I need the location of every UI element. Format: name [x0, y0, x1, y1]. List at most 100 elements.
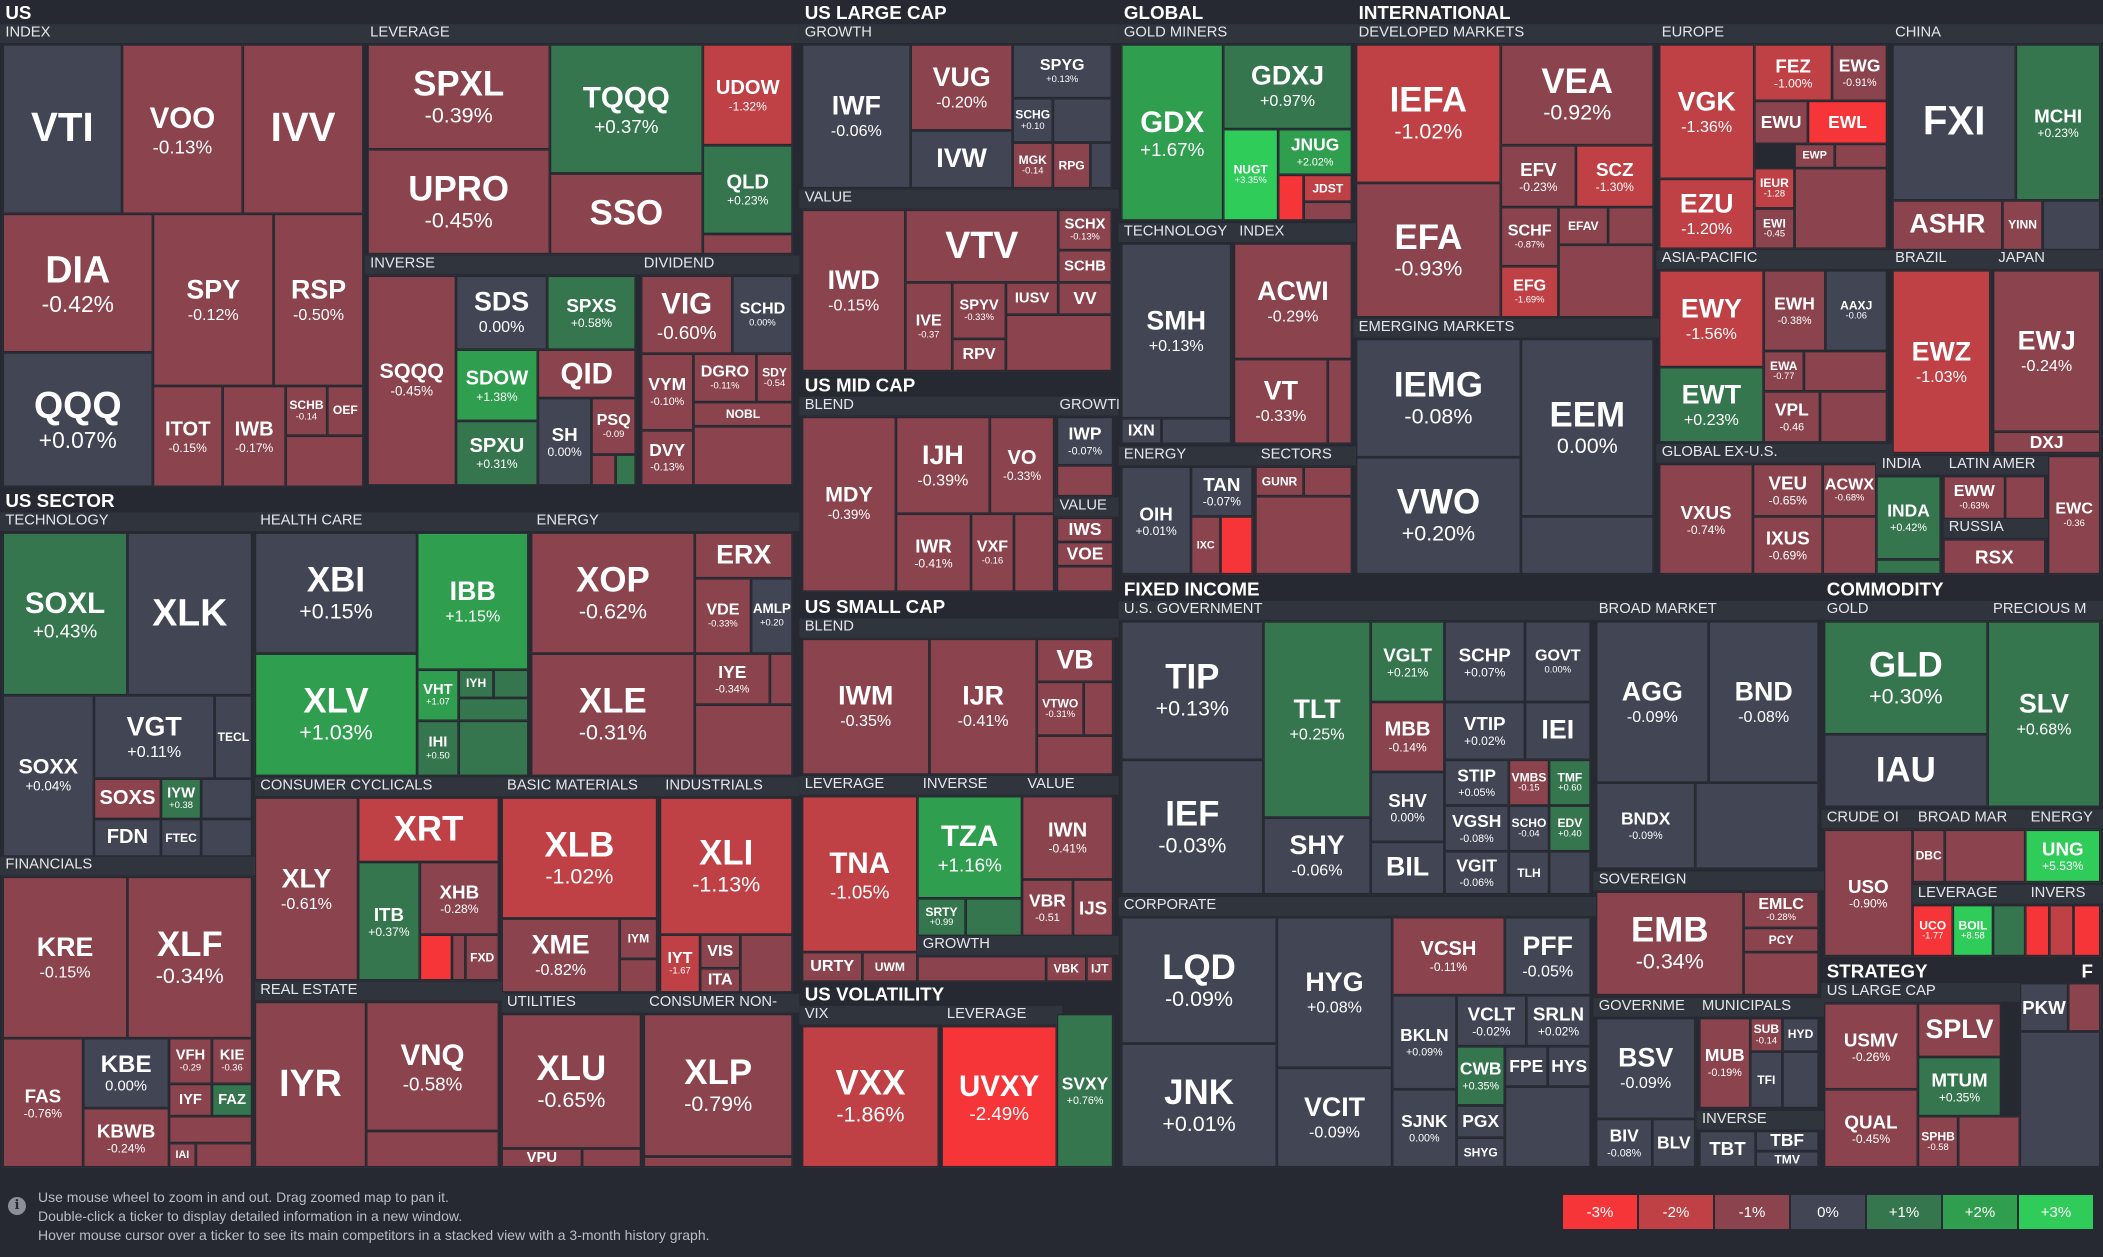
ticker-ita[interactable]: ITA [700, 968, 741, 993]
ticker-pcy[interactable]: PCY [1743, 927, 1819, 953]
ticker-ewz[interactable]: EWZ -1.03% [1892, 270, 1991, 454]
ticker-vgit[interactable]: VGIT -0.06% [1444, 851, 1509, 895]
ticker-schp[interactable]: SCHP +0.07% [1444, 621, 1525, 702]
ticker-fas[interactable]: FAS -0.76% [2, 1038, 84, 1168]
ticker-tile[interactable] [201, 818, 253, 857]
ticker-rpg[interactable]: RPG [1052, 142, 1091, 189]
ticker-efv[interactable]: EFV -0.23% [1500, 145, 1576, 208]
ticker-tile[interactable] [1327, 359, 1352, 444]
ticker-tile[interactable] [1056, 465, 1114, 497]
ticker-uco[interactable]: UCO -1.77 [1912, 905, 1953, 957]
ticker-tile[interactable] [643, 1156, 793, 1168]
ticker-tile[interactable] [1504, 1086, 1591, 1168]
ticker-qual[interactable]: QUAL -0.45% [1824, 1089, 1918, 1168]
ticker-ixc[interactable]: IXC [1190, 516, 1221, 575]
ticker-scho[interactable]: SCHO -0.04 [1508, 805, 1550, 852]
ticker-eem[interactable]: EEM 0.00% [1520, 338, 1654, 517]
ticker-tbf[interactable]: TBF [1755, 1130, 1819, 1152]
ticker-sdow[interactable]: SDOW +1.38% [456, 349, 538, 421]
ticker-gunr[interactable]: GUNR [1255, 466, 1304, 497]
ticker-iefa[interactable]: IEFA -1.02% [1355, 44, 1501, 183]
ticker-bil[interactable]: BIL [1370, 841, 1445, 895]
ticker-gdxj[interactable]: GDXJ +0.97% [1223, 44, 1352, 130]
ticker-vti[interactable]: VTI [2, 44, 123, 214]
ticker-xlk[interactable]: XLK [127, 532, 253, 696]
ticker-xlb[interactable]: XLB -1.02% [501, 797, 658, 919]
ticker-vfh[interactable]: VFH -0.29 [168, 1038, 212, 1084]
ticker-mtum[interactable]: MTUM +0.35% [1917, 1057, 2002, 1117]
ticker-soxl[interactable]: SOXL +0.43% [2, 532, 128, 696]
ticker-tile[interactable] [694, 704, 793, 776]
ticker-mchi[interactable]: MCHI +0.23% [2015, 44, 2101, 201]
ticker-bsv[interactable]: BSV -0.09% [1596, 1018, 1696, 1119]
ticker-vb[interactable]: VB [1036, 638, 1114, 682]
ticker-vde[interactable]: VDE -0.33% [694, 578, 752, 654]
ticker-vig[interactable]: VIG -0.60% [641, 275, 733, 354]
ticker-inda[interactable]: INDA +0.42% [1876, 476, 1941, 560]
ticker-erx[interactable]: ERX [694, 532, 793, 579]
ticker-ijr[interactable]: IJR -0.41% [929, 638, 1037, 775]
ticker-tan[interactable]: TAN -0.07% [1190, 466, 1253, 517]
ticker-tile[interactable] [769, 653, 793, 705]
ticker-bnd[interactable]: BND -0.08% [1708, 621, 1819, 783]
ticker-fpe[interactable]: FPE [1504, 1046, 1548, 1087]
ticker-iws[interactable]: IWS [1056, 517, 1114, 542]
ticker-emlc[interactable]: EMLC -0.28% [1743, 891, 1819, 928]
ticker-xlp[interactable]: XLP -0.79% [643, 1013, 793, 1157]
ticker-tile[interactable] [201, 778, 253, 819]
ticker-vo[interactable]: VO -0.33% [989, 416, 1055, 514]
ticker-veu[interactable]: VEU -0.65% [1752, 463, 1823, 517]
ticker-tile[interactable] [2025, 905, 2050, 957]
ticker-vgsh[interactable]: VGSH -0.08% [1444, 805, 1509, 852]
ticker-tip[interactable]: TIP +0.13% [1121, 621, 1264, 760]
ticker-tile[interactable] [2005, 476, 2046, 520]
ticker-tile[interactable] [458, 720, 529, 776]
ticker-tile[interactable] [1303, 201, 1352, 221]
ticker-ixn[interactable]: IXN [1121, 418, 1162, 444]
ticker-vcsh[interactable]: VCSH -0.11% [1392, 917, 1505, 996]
ticker-shyg[interactable]: SHYG [1456, 1137, 1505, 1168]
ticker-ijt[interactable]: IJT [1086, 956, 1114, 982]
ticker-tile[interactable] [2073, 905, 2101, 957]
ticker-tile[interactable] [965, 898, 1022, 936]
ticker-tna[interactable]: TNA -1.05% [802, 796, 918, 953]
ticker-tile[interactable] [619, 958, 658, 993]
ticker-sub[interactable]: SUB -0.14 [1750, 1018, 1783, 1052]
ticker-vug[interactable]: VUG -0.20% [910, 44, 1013, 131]
ticker-ewa[interactable]: EWA -0.77 [1763, 350, 1804, 392]
ticker-tile[interactable] [1782, 1051, 1819, 1109]
ticker-vnq[interactable]: VNQ -0.58% [366, 1001, 499, 1131]
ticker-faz[interactable]: FAZ [211, 1083, 253, 1117]
ticker-tlt[interactable]: TLT +0.25% [1263, 621, 1371, 818]
ticker-psq[interactable]: PSQ -0.09 [591, 398, 636, 455]
ticker-vtv[interactable]: VTV [905, 209, 1059, 283]
ticker-xrt[interactable]: XRT [358, 797, 499, 863]
ticker-iyr[interactable]: IYR [254, 1001, 367, 1168]
ticker-vt[interactable]: VT -0.33% [1233, 359, 1328, 444]
ticker-tile[interactable] [1255, 496, 1352, 575]
ticker-usmv[interactable]: USMV -0.26% [1824, 1003, 1918, 1090]
ticker-schb[interactable]: SCHB [1058, 250, 1112, 283]
ticker-tile[interactable] [419, 934, 452, 981]
ticker-spyv[interactable]: SPYV -0.33% [952, 282, 1006, 339]
ticker-udow[interactable]: UDOW -1.32% [702, 44, 793, 146]
ticker-yinn[interactable]: YINN [2002, 200, 2043, 251]
ticker-dvy[interactable]: DVY -0.13% [641, 430, 694, 486]
ticker-vpl[interactable]: VPL -0.46 [1763, 391, 1821, 443]
ticker-dgro[interactable]: DGRO -0.11% [693, 353, 757, 403]
ticker-tile[interactable] [2019, 1031, 2101, 1168]
ticker-vgk[interactable]: VGK -1.36% [1659, 44, 1755, 179]
ticker-bndx[interactable]: BNDX -0.09% [1596, 782, 1696, 869]
ticker-fdn[interactable]: FDN [93, 818, 161, 857]
ticker-tile[interactable] [195, 1143, 253, 1168]
ticker-voe[interactable]: VOE [1056, 541, 1114, 567]
ticker-kbe[interactable]: KBE 0.00% [83, 1038, 169, 1109]
ticker-splv[interactable]: SPLV [1917, 1003, 2002, 1058]
ticker-jnk[interactable]: JNK +0.01% [1121, 1043, 1277, 1168]
ticker-tile[interactable] [693, 426, 793, 486]
ticker-jnug[interactable]: JNUG +2.02% [1278, 129, 1352, 175]
ticker-ashr[interactable]: ASHR [1892, 200, 2003, 251]
ticker-edv[interactable]: EDV +0.40 [1549, 805, 1591, 852]
ticker-voo[interactable]: VOO -0.13% [122, 44, 243, 214]
ticker-tile[interactable] [1005, 314, 1112, 372]
